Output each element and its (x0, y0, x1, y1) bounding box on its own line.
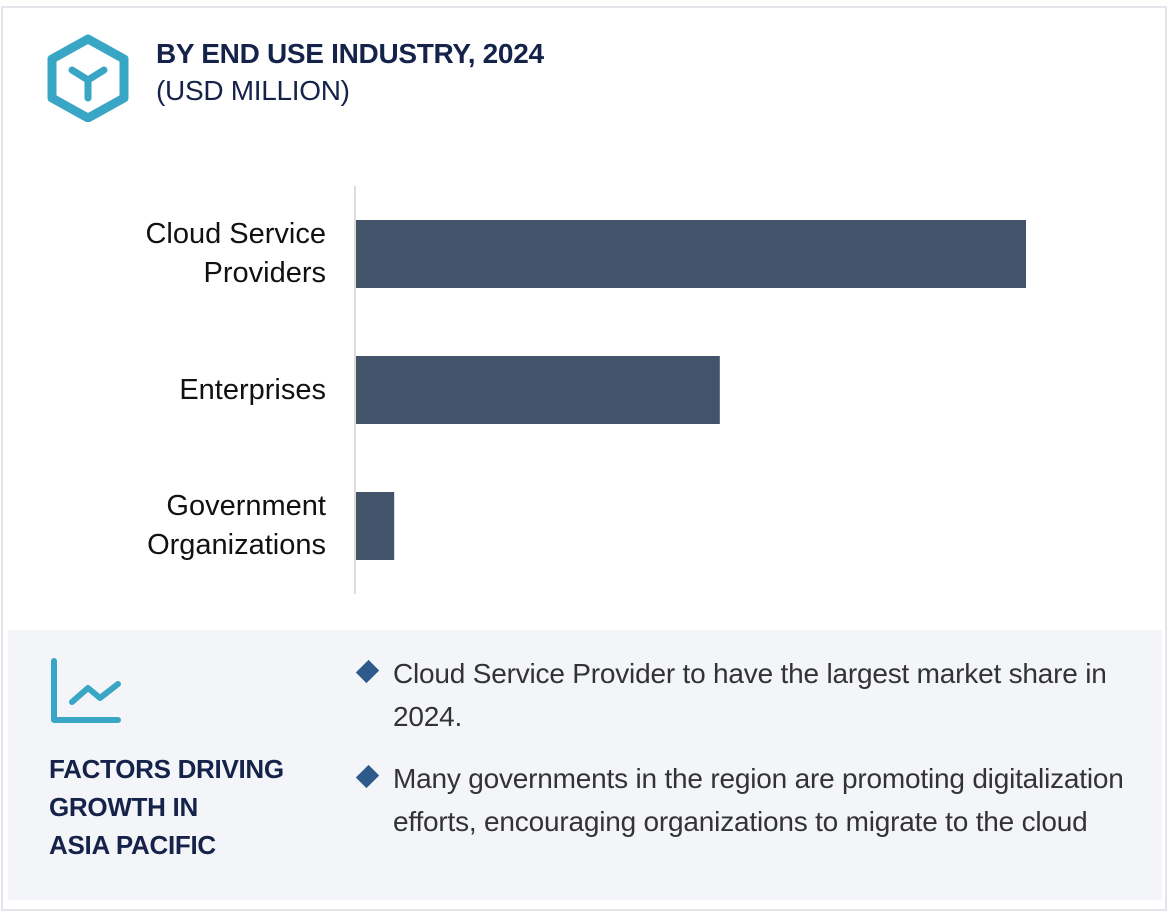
category-label: Enterprises (6, 371, 326, 410)
category-label-line: Providers (203, 257, 327, 289)
factor-text: Many governments in the region are promo… (393, 763, 1124, 837)
category-label: Cloud Service Providers (6, 215, 326, 293)
category-label-line: Cloud Service (145, 218, 326, 250)
category-label-line: Organizations (147, 529, 326, 561)
bar-cloud-service-providers (356, 220, 1026, 288)
category-label-line: Government (166, 490, 326, 522)
bar-chart: Cloud Service Providers Enterprises Governm… (0, 180, 1170, 600)
factors-title-line: ASIA PACIFIC (49, 830, 216, 860)
chart-title: BY END USE INDUSTRY, 2024 (156, 38, 544, 69)
factors-panel: FACTORS DRIVING GROWTH IN ASIA PACIFIC C… (8, 630, 1162, 900)
factors-title-line: FACTORS DRIVING (49, 754, 284, 784)
diamond-bullet-icon (355, 764, 380, 789)
bar-enterprises (356, 356, 720, 424)
factors-title: FACTORS DRIVING GROWTH IN ASIA PACIFIC (49, 750, 309, 864)
factor-bullet: Cloud Service Provider to have the large… (355, 652, 1136, 738)
trend-line-chart-icon (51, 658, 121, 723)
diamond-bullet-icon (355, 659, 380, 684)
bar-chart-svg (354, 186, 1026, 594)
factors-list: Cloud Service Provider to have the large… (355, 652, 1136, 862)
category-label-line: Enterprises (179, 373, 326, 406)
factor-text: Cloud Service Provider to have the large… (393, 658, 1107, 732)
factor-bullet: Many governments in the region are promo… (355, 757, 1136, 843)
category-label: Government Organizations (6, 487, 326, 565)
bar-government-organizations (356, 492, 395, 560)
hexagon-y-icon (47, 34, 129, 122)
factors-title-line: GROWTH IN (49, 792, 198, 822)
chart-subtitle: (USD MILLION) (156, 75, 350, 106)
